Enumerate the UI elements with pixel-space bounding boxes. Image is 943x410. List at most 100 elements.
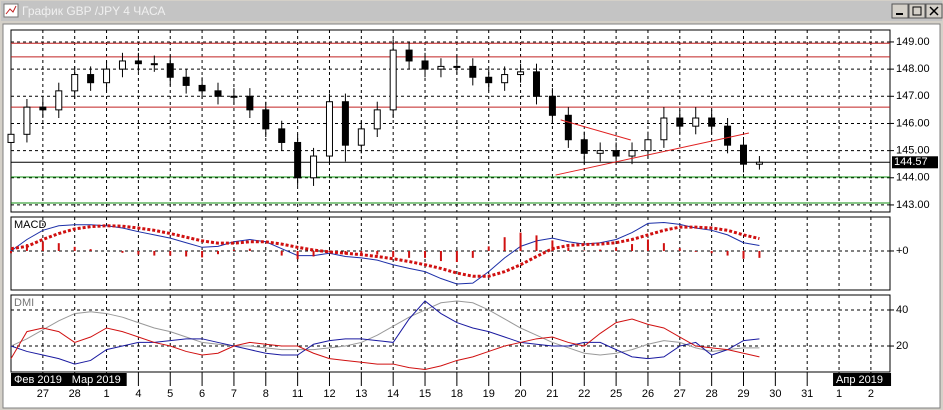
close-button[interactable]: [925, 3, 943, 19]
x-tick-label: 28: [69, 388, 81, 400]
x-tick-label: 29: [737, 388, 749, 400]
candle-body: [278, 128, 286, 143]
indicator-line: [10, 222, 760, 285]
candle-body: [628, 150, 636, 157]
x-tick-label: 15: [419, 388, 431, 400]
x-tick-label: 19: [483, 388, 495, 400]
x-tick-label: 27: [37, 388, 49, 400]
candle-body: [580, 139, 588, 154]
candle-body: [660, 117, 668, 141]
panel-frame: [10, 294, 891, 373]
candle-body: [740, 144, 747, 165]
candle-body: [71, 74, 79, 92]
indicator-line: [10, 318, 760, 370]
x-tick-label: 4: [135, 388, 141, 400]
y-tick-label: 143.00: [896, 199, 930, 211]
candle-body: [23, 106, 31, 135]
x-tick-label: 11: [292, 388, 303, 400]
y-tick-label: 148.00: [896, 63, 930, 75]
candle-body: [692, 117, 700, 127]
x-tick-label: 5: [167, 388, 173, 400]
candle-body: [55, 90, 63, 111]
x-tick-label: 14: [387, 388, 399, 400]
month-box: [833, 373, 892, 386]
x-tick-label: 31: [801, 388, 813, 400]
candle-body: [134, 60, 142, 65]
indicator-line: [10, 300, 760, 356]
candle-body: [676, 117, 684, 127]
candle-body: [214, 90, 222, 97]
candle-body: [389, 49, 397, 111]
candle-body: [325, 101, 333, 157]
x-tick-label: 6: [199, 388, 205, 400]
y-tick-label: 149.00: [896, 36, 930, 48]
panel-title: DMI: [14, 297, 34, 309]
candle-body: [198, 84, 206, 92]
x-tick-label: 1: [836, 388, 842, 400]
candle-body: [469, 65, 477, 78]
candle-body: [166, 63, 174, 78]
minimize-button[interactable]: [891, 3, 909, 19]
y-tick-label: +0: [896, 245, 909, 257]
candle-body: [103, 68, 111, 84]
candle-body: [39, 106, 47, 111]
month-label: Апр 2019: [836, 374, 883, 386]
x-tick-label: 21: [546, 388, 558, 400]
candle-body: [596, 150, 604, 154]
candle-body: [150, 63, 158, 66]
y-tick-label: 146.00: [896, 117, 930, 129]
candle-body: [230, 95, 238, 98]
x-tick-label: 12: [323, 388, 335, 400]
candle-body: [724, 125, 732, 146]
candle-body: [644, 139, 652, 152]
plot-layer: 149.00 148.00 147.00 146.00 145.00 144.00 143.…: [7, 29, 938, 400]
trendline: [555, 132, 750, 176]
candle-body: [485, 76, 493, 84]
y-tick-label: 20: [896, 340, 908, 352]
app-icon-glyph: [5, 5, 17, 15]
x-tick-label: 2: [868, 388, 874, 400]
candle-body: [182, 76, 190, 86]
candle-body: [246, 95, 254, 111]
month-label: Мар 2019: [72, 374, 121, 386]
x-tick-label: 30: [769, 388, 781, 400]
title-bar: [1, 1, 942, 21]
x-tick-label: 26: [642, 388, 654, 400]
candle-body: [341, 101, 349, 146]
month-label: Фев 2019: [14, 374, 62, 386]
candle-body: [501, 74, 509, 84]
candle-body: [517, 71, 525, 76]
indicator-line: [10, 300, 760, 365]
x-tick-label: 8: [263, 388, 269, 400]
candle-body: [310, 155, 318, 179]
y-tick-label: 145.00: [896, 145, 930, 157]
candle-body: [708, 117, 716, 127]
candle-body: [453, 65, 461, 68]
signal-line: [10, 224, 760, 278]
candle-body: [262, 109, 270, 130]
candle-body: [532, 71, 540, 97]
x-tick-label: 25: [610, 388, 622, 400]
x-tick-label: 7: [231, 388, 237, 400]
candle-body: [612, 150, 620, 157]
candle-body: [755, 161, 763, 165]
x-tick-label: 13: [355, 388, 367, 400]
last-price-box: [892, 156, 938, 169]
x-tick-label: 27: [674, 388, 686, 400]
panel-title: MACD: [14, 219, 46, 231]
candle-body: [373, 109, 381, 130]
x-tick-label: 18: [451, 388, 463, 400]
maximize-button[interactable]: [908, 3, 926, 19]
candle-body: [118, 60, 126, 70]
candle-body: [294, 141, 302, 179]
month-box: [11, 373, 69, 386]
candle-body: [421, 60, 429, 70]
candle-body: [548, 95, 556, 116]
candle-body: [7, 133, 15, 143]
x-tick-label: 22: [578, 388, 590, 400]
x-tick-label: 28: [706, 388, 718, 400]
x-tick-label: 20: [514, 388, 526, 400]
candle-body: [357, 128, 365, 146]
candle-body: [437, 65, 445, 70]
